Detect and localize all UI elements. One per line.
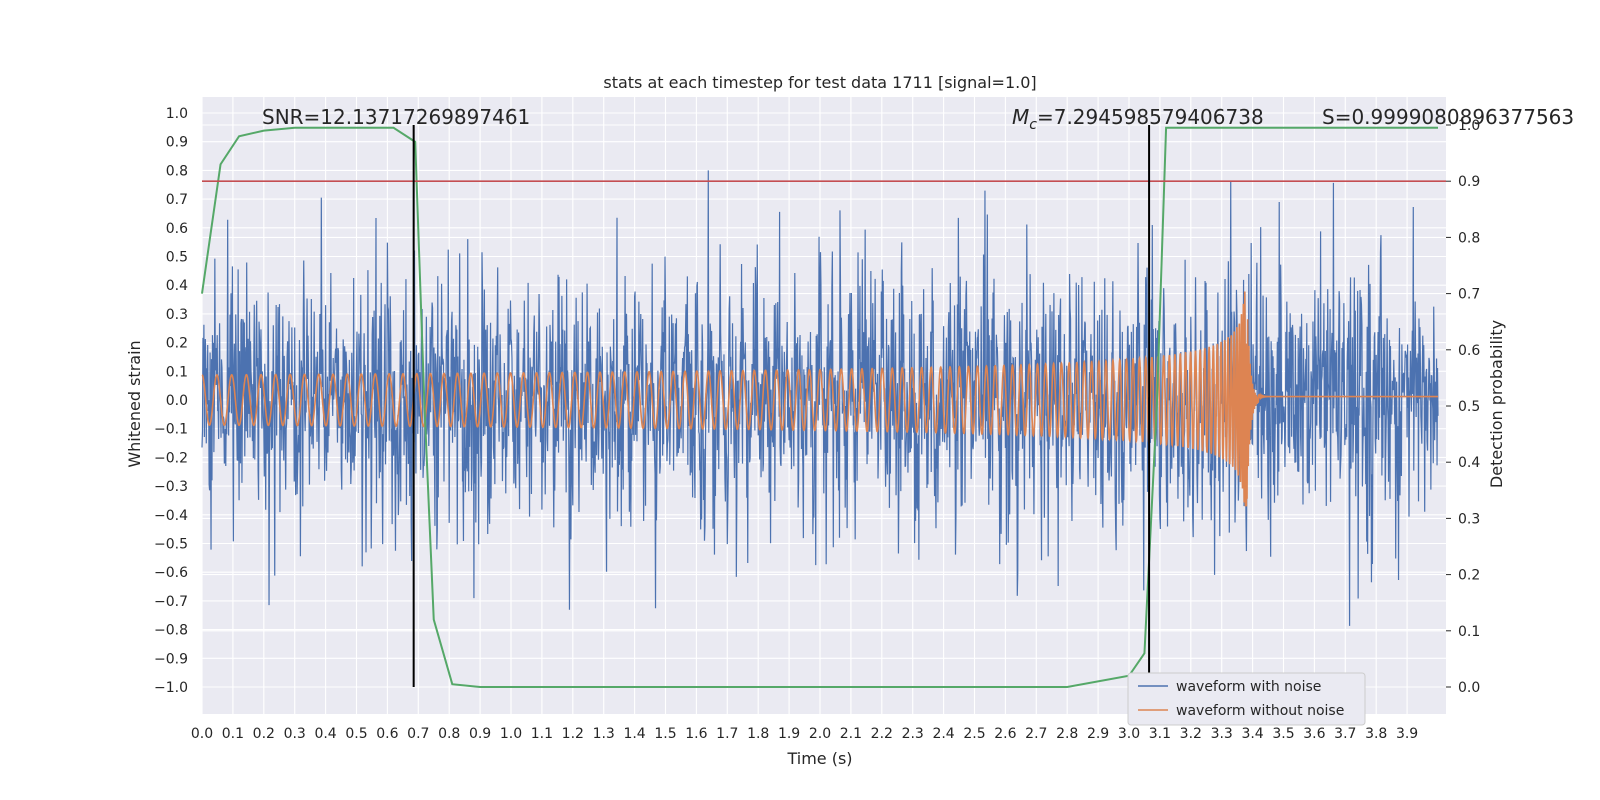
x-tick-label: 1.4	[623, 726, 645, 742]
y-tick-label: −0.9	[154, 651, 188, 667]
y-tick-label: 0.0	[166, 393, 188, 409]
x-tick-label: 1.3	[593, 726, 615, 742]
x-tick-label: 3.9	[1396, 726, 1418, 742]
y-tick-label: 1.0	[166, 106, 188, 122]
y2-tick-label: 0.2	[1458, 568, 1480, 584]
x-tick-label: 3.2	[1180, 726, 1202, 742]
x-tick-label: 0.6	[376, 726, 398, 742]
x-tick-label: 3.0	[1118, 726, 1140, 742]
x-tick-label: 1.9	[778, 726, 800, 742]
chirp-mass-subscript: c	[1029, 117, 1037, 133]
x-tick-label: 0.8	[438, 726, 460, 742]
y-tick-label: −0.1	[154, 422, 188, 438]
y-tick-label: −0.2	[154, 450, 188, 466]
y2-tick-label: 0.3	[1458, 511, 1480, 527]
legend-box	[1127, 672, 1366, 726]
y-tick-label: 0.6	[166, 221, 188, 237]
y-tick-label: 0.1	[166, 364, 188, 380]
x-tick-label: 2.7	[1025, 726, 1047, 742]
y2-tick-label: 0.5	[1458, 399, 1480, 415]
legend-label-noise: waveform with noise	[1176, 679, 1321, 695]
s-annotation: S=0.9999080896377563	[1322, 105, 1574, 129]
x-tick-label: 3.3	[1211, 726, 1233, 742]
y-tick-label: −0.6	[154, 565, 188, 581]
y-tick-label: 0.3	[166, 307, 188, 323]
y-tick-label: −0.4	[154, 508, 188, 524]
y-tick-label: 0.5	[166, 250, 188, 266]
y-tick-label: 0.9	[166, 135, 188, 151]
x-tick-label: 1.2	[562, 726, 584, 742]
x-tick-label: 3.4	[1241, 726, 1263, 742]
y2-tick-label: 0.1	[1458, 624, 1480, 640]
x-tick-labels: 0.0 0.1 0.2 0.3 0.4 0.5 0.6 0.7 0.8 0.9 1.0 1.1 1.2 1…	[191, 726, 1418, 742]
x-tick-label: 1.5	[654, 726, 676, 742]
y-tick-label: 0.2	[166, 336, 188, 352]
chirp-mass-symbol: M	[1012, 105, 1029, 129]
x-tick-label: 0.0	[191, 726, 213, 742]
reference-lines	[202, 125, 1446, 687]
legend-label-clean: waveform without noise	[1176, 703, 1344, 719]
x-tick-label: 0.1	[222, 726, 244, 742]
y-tick-label: −0.5	[154, 537, 188, 553]
y-tick-label: −1.0	[154, 680, 188, 696]
x-tick-label: 1.1	[531, 726, 553, 742]
y-tick-label: −0.8	[154, 623, 188, 639]
x-tick-label: 2.9	[1087, 726, 1109, 742]
x-tick-label: 0.5	[345, 726, 367, 742]
legend: waveform with noise waveform without noi…	[1127, 672, 1366, 726]
y-tick-label: 0.4	[166, 278, 188, 294]
y2-tick-label: 0.9	[1458, 174, 1480, 190]
x-tick-label: 0.4	[314, 726, 336, 742]
x-tick-label: 1.6	[685, 726, 707, 742]
clean-line	[201, 291, 1438, 507]
y2-tick-label: 0.0	[1458, 680, 1480, 696]
y2-tick-label: 0.8	[1458, 230, 1480, 246]
x-tick-label: 1.8	[747, 726, 769, 742]
x-tick-label: 0.9	[469, 726, 491, 742]
y-tick-labels: 1.0 0.9 0.8 0.7 0.6 0.5 0.4 0.3 0.2 0.1 0.0 −0.1 −0.…	[154, 106, 188, 696]
snr-annotation: SNR=12.13717269897461	[262, 105, 530, 129]
x-tick-label: 2.6	[994, 726, 1016, 742]
x-tick-label: 1.0	[500, 726, 522, 742]
x-tick-label: 0.7	[407, 726, 429, 742]
x-tick-label: 3.5	[1272, 726, 1294, 742]
y2-tick-label: 0.4	[1458, 455, 1480, 471]
y-tick-label: −0.7	[154, 594, 188, 610]
x-tick-label: 2.1	[840, 726, 862, 742]
series-waveform-without-noise	[201, 291, 1438, 507]
y-axis-label: Whitened strain	[125, 340, 144, 467]
x-axis-label: Time (s)	[786, 749, 852, 768]
chirp-mass-annotation: Mc=7.294598579406738	[1012, 105, 1264, 133]
y2-tick-label: 0.7	[1458, 287, 1480, 303]
y-tick-label: 0.8	[166, 163, 188, 179]
y2-tick-label: 1.0	[1458, 118, 1480, 134]
x-tick-label: 0.2	[253, 726, 275, 742]
x-tick-label: 1.7	[716, 726, 738, 742]
y-tick-label: −0.3	[154, 479, 188, 495]
x-tick-label: 2.8	[1056, 726, 1078, 742]
y2-tick-labels: 1.0 0.9 0.8 0.7 0.6 0.5 0.4 0.3 0.2 0.1 0.0	[1446, 118, 1480, 696]
x-tick-label: 2.3	[902, 726, 924, 742]
x-tick-label: 3.7	[1334, 726, 1356, 742]
x-tick-label: 2.2	[871, 726, 893, 742]
x-tick-label: 2.4	[932, 726, 954, 742]
y2-axis-label: Detection probability	[1487, 320, 1506, 488]
series-detection-probability	[201, 126, 1438, 688]
x-tick-label: 2.5	[963, 726, 985, 742]
x-tick-label: 0.3	[284, 726, 306, 742]
y-tick-label: 0.7	[166, 192, 188, 208]
x-tick-label: 3.1	[1149, 726, 1171, 742]
y2-tick-label: 0.6	[1458, 343, 1480, 359]
probability-line	[201, 126, 1438, 688]
chart-title: stats at each timestep for test data 171…	[603, 73, 1036, 92]
x-tick-label: 3.6	[1303, 726, 1325, 742]
x-tick-label: 2.0	[809, 726, 831, 742]
chirp-mass-value: =7.294598579406738	[1037, 105, 1264, 129]
x-tick-label: 3.8	[1365, 726, 1387, 742]
